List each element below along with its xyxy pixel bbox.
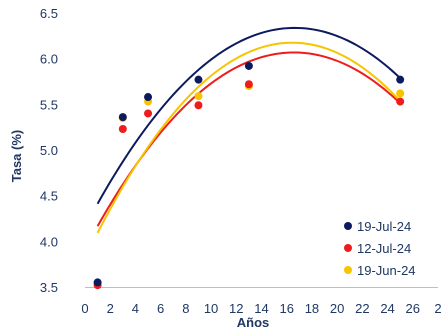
- legend-label: 19-Jul-24: [357, 219, 411, 234]
- x-tick-label: 4: [132, 301, 139, 316]
- data-point-series-1: [144, 93, 153, 102]
- data-point-series-2: [194, 101, 203, 110]
- trendline-1: [96, 26, 401, 205]
- data-point-series-2: [396, 97, 405, 106]
- data-point-series-2: [144, 109, 153, 118]
- x-tick-label: 14: [254, 301, 268, 316]
- y-tick-label: 3.5: [40, 280, 58, 295]
- legend: 19-Jul-24 12-Jul-24 19-Jun-24: [344, 219, 416, 278]
- y-tick-label: 5.0: [40, 143, 58, 158]
- x-tick-label: 16: [279, 301, 293, 316]
- y-tick-label: 4.0: [40, 234, 58, 249]
- legend-marker: [344, 244, 352, 252]
- data-point-series-3: [194, 92, 203, 101]
- x-tick-label: 0: [81, 301, 88, 316]
- x-tick-label: 26: [406, 301, 420, 316]
- x-tick-label: 2: [107, 301, 114, 316]
- x-tick-label: 22: [355, 301, 369, 316]
- data-point-series-3: [396, 89, 405, 98]
- x-tick-labels: 0 2 4 6 8 10 12 14 16 18 20 22 24 26 2: [81, 301, 441, 316]
- y-tick-label: 6.0: [40, 52, 58, 67]
- legend-marker: [344, 266, 352, 274]
- data-point-series-1: [118, 113, 127, 122]
- y-tick-label: 4.5: [40, 189, 58, 204]
- y-tick-label: 5.5: [40, 97, 58, 112]
- trendlines: [96, 26, 401, 234]
- x-axis-title: Años: [237, 315, 270, 328]
- x-tick-label: 12: [229, 301, 243, 316]
- legend-label: 19-Jun-24: [357, 263, 416, 278]
- data-point-series-2: [118, 124, 127, 133]
- x-tick-label: 24: [380, 301, 394, 316]
- legend-marker: [344, 222, 352, 230]
- x-tick-label: 20: [330, 301, 344, 316]
- data-point-series-1: [194, 75, 203, 84]
- x-tick-label: 10: [204, 301, 218, 316]
- x-tick-label: 2: [434, 301, 441, 316]
- data-point-series-1: [396, 75, 405, 84]
- data-points: [93, 61, 405, 290]
- y-tick-label: 6.5: [40, 6, 58, 21]
- x-tick-label: 18: [305, 301, 319, 316]
- data-point-series-1: [93, 278, 102, 287]
- x-tick-label: 6: [157, 301, 164, 316]
- trendline-3: [96, 41, 401, 234]
- data-point-series-2: [244, 80, 253, 89]
- legend-label: 12-Jul-24: [357, 241, 411, 256]
- trendline-2: [96, 51, 401, 227]
- y-axis-title: Tasa (%): [9, 130, 24, 183]
- data-point-series-1: [244, 61, 253, 70]
- x-tick-label: 8: [182, 301, 189, 316]
- y-tick-labels: 3.5 4.0 4.5 5.0 5.5 6.0 6.5: [40, 6, 58, 295]
